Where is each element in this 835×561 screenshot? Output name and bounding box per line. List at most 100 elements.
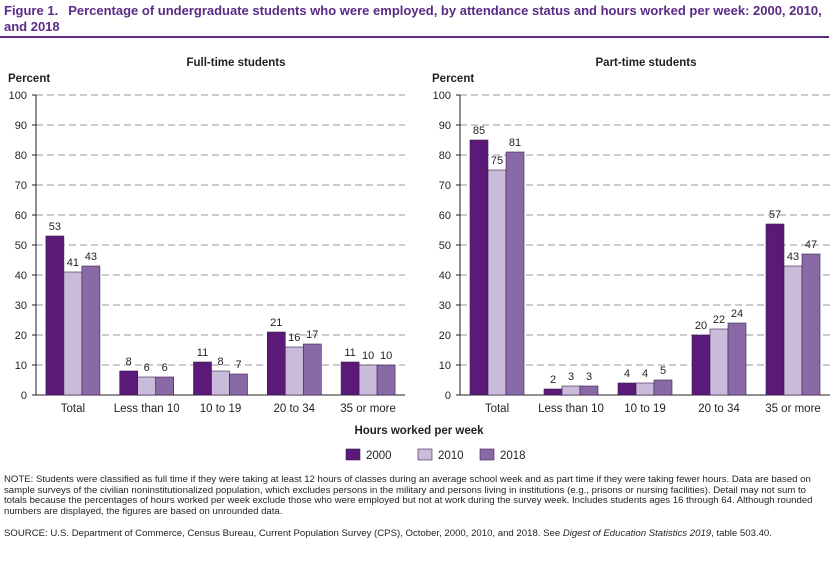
parttime-bar-2010 (635, 382, 655, 396)
parttime-data-label-2018: 47 (805, 239, 817, 251)
parttime-data-label-2000: 20 (695, 320, 707, 332)
fulltime-data-label-2000: 11 (197, 347, 208, 359)
parttime-panel-title: Part-time students (596, 57, 697, 69)
legend-label-2010: 2010 (438, 450, 464, 462)
fulltime-data-label-2000: 53 (49, 221, 61, 233)
chart-area: Full-time studentsPercent010203040506070… (8, 57, 830, 462)
parttime-bar-2010 (709, 328, 729, 396)
figure-header: Figure 1. Percentage of undergraduate stu… (4, 3, 830, 35)
parttime-data-label-2018: 3 (586, 371, 592, 383)
fulltime-bar-2018 (81, 265, 101, 396)
source-publication: Digest of Education Statistics 2019 (562, 528, 712, 539)
fulltime-category-label: 20 to 34 (274, 403, 316, 415)
parttime-y-tick-label: 90 (439, 120, 451, 132)
fulltime-bar-2010 (63, 271, 83, 396)
fulltime-y-tick-label: 10 (15, 360, 27, 372)
legend-swatch-2010 (417, 448, 433, 461)
parttime-data-label-2010: 4 (642, 368, 648, 380)
fulltime-data-label-2018: 43 (85, 251, 97, 263)
parttime-bar-2018 (801, 253, 821, 396)
parttime-category-label: Total (485, 403, 509, 415)
parttime-data-label-2000: 2 (550, 374, 556, 386)
fulltime-y-tick-label: 0 (21, 390, 27, 402)
parttime-data-label-2000: 4 (624, 368, 630, 380)
parttime-bar-2018 (505, 151, 525, 396)
legend-swatch-2018 (479, 448, 495, 461)
parttime-data-label-2000: 57 (769, 209, 781, 221)
fulltime-data-label-2010: 6 (144, 362, 150, 374)
parttime-y-tick-label: 0 (445, 390, 451, 402)
parttime-bar-2018 (727, 322, 747, 396)
fulltime-bar-2000 (119, 370, 138, 396)
fulltime-category-label: Total (61, 403, 85, 415)
fulltime-data-label-2010: 10 (362, 350, 374, 362)
source-text: SOURCE: U.S. Department of Commerce, Cen… (4, 528, 830, 540)
fulltime-data-label-2018: 7 (235, 359, 241, 371)
fulltime-bar-2018 (155, 376, 174, 396)
parttime-data-label-2010: 75 (491, 155, 503, 167)
parttime-category-label: 35 or more (765, 403, 821, 415)
fulltime-bar-2000 (193, 361, 212, 396)
fulltime-y-tick-label: 70 (15, 180, 27, 192)
fulltime-data-label-2010: 41 (67, 257, 79, 269)
parttime-category-label: 20 to 34 (698, 403, 740, 415)
title-rule (0, 36, 829, 38)
x-axis-title: Hours worked per week (354, 425, 484, 437)
fulltime-data-label-2010: 16 (288, 332, 300, 344)
fulltime-bar-2000 (266, 331, 286, 396)
fulltime-bar-2000 (45, 235, 65, 396)
source-body: SOURCE: U.S. Department of Commerce, Cen… (4, 528, 561, 539)
parttime-y-tick-label: 100 (433, 90, 451, 102)
parttime-bar-2018 (579, 385, 599, 396)
fulltime-category-label: Less than 10 (114, 403, 180, 415)
fulltime-y-axis-label: Percent (8, 73, 50, 85)
fulltime-bar-2018 (376, 364, 396, 396)
parttime-bar-2018 (653, 379, 673, 396)
parttime-y-tick-label: 70 (439, 180, 451, 192)
parttime-bar-2000 (543, 388, 563, 396)
source-table: , table 503.40. (711, 528, 772, 539)
fulltime-data-label-2018: 10 (380, 350, 392, 362)
figure-label: Figure 1. (4, 3, 59, 18)
parttime-y-tick-label: 30 (439, 300, 451, 312)
fulltime-y-tick-label: 100 (9, 90, 27, 102)
parttime-bar-2010 (487, 169, 507, 396)
fulltime-y-tick-label: 20 (15, 330, 27, 342)
figure-title-text: Percentage of undergraduate students who… (4, 3, 822, 34)
fulltime-bar-2018 (302, 343, 322, 396)
legend-swatch-2000 (345, 448, 361, 461)
parttime-y-tick-label: 80 (439, 150, 451, 162)
fulltime-bar-2010 (137, 376, 156, 396)
parttime-y-tick-label: 60 (439, 210, 451, 222)
parttime-y-tick-label: 50 (439, 240, 451, 252)
parttime-data-label-2010: 3 (568, 371, 574, 383)
parttime-y-tick-label: 10 (439, 360, 451, 372)
fulltime-y-tick-label: 40 (15, 270, 27, 282)
fulltime-data-label-2000: 11 (344, 347, 355, 359)
parttime-y-tick-label: 40 (439, 270, 451, 282)
parttime-category-label: 10 to 19 (624, 403, 666, 415)
fulltime-y-tick-label: 50 (15, 240, 27, 252)
fulltime-bar-2000 (340, 361, 360, 396)
parttime-data-label-2010: 22 (713, 314, 725, 326)
fulltime-data-label-2010: 8 (217, 356, 223, 368)
fulltime-bar-2010 (284, 346, 304, 396)
fulltime-y-tick-label: 30 (15, 300, 27, 312)
parttime-category-label: Less than 10 (538, 403, 604, 415)
fulltime-y-tick-label: 60 (15, 210, 27, 222)
parttime-data-label-2018: 24 (731, 308, 743, 320)
fulltime-bar-2010 (358, 364, 378, 396)
legend-label-2018: 2018 (500, 450, 526, 462)
fulltime-panel-title: Full-time students (186, 57, 285, 69)
fulltime-data-label-2000: 21 (270, 317, 282, 329)
parttime-data-label-2018: 81 (509, 137, 521, 149)
parttime-bar-2000 (691, 334, 711, 396)
note-text: NOTE: Students were classified as full t… (4, 474, 813, 517)
fulltime-category-label: 35 or more (340, 403, 396, 415)
parttime-bar-2000 (617, 382, 637, 396)
parttime-bar-2010 (783, 265, 803, 396)
legend-label-2000: 2000 (366, 450, 392, 462)
parttime-bar-2000 (765, 223, 785, 396)
fulltime-y-tick-label: 80 (15, 150, 27, 162)
parttime-data-label-2000: 85 (473, 125, 485, 137)
